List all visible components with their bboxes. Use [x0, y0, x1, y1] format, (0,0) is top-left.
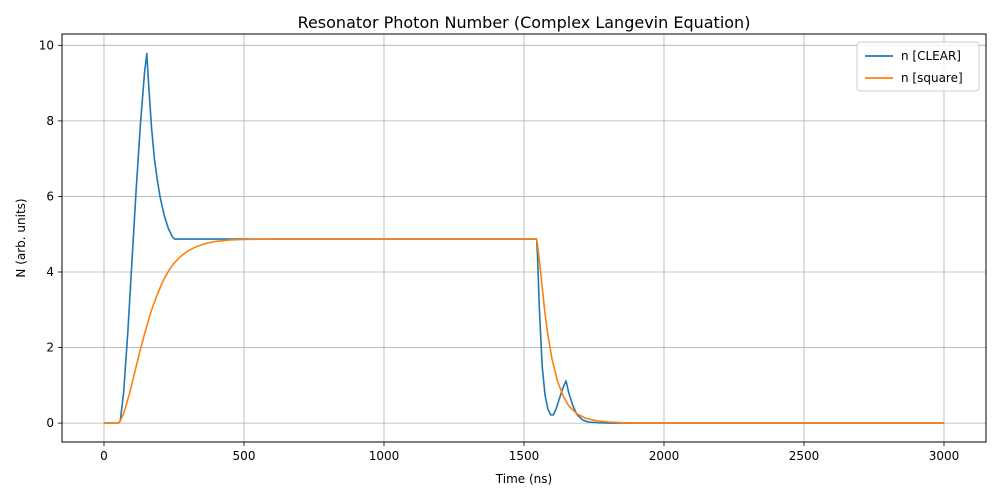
y-tick-label: 6 — [46, 189, 54, 203]
series-layer — [104, 52, 944, 424]
x-tick-label: 2000 — [649, 449, 680, 463]
y-axis-label: N (arb. units) — [14, 198, 28, 277]
legend: n [CLEAR] n [square] — [856, 41, 980, 92]
chart-title: Resonator Photon Number (Complex Langevi… — [298, 13, 751, 32]
legend-label: n [square] — [901, 71, 963, 85]
y-tick-label: 4 — [46, 265, 54, 279]
legend-label: n [CLEAR] — [901, 49, 961, 63]
y-tick-label: 2 — [46, 341, 54, 355]
series-line-square — [104, 238, 944, 424]
y-tick-label: 8 — [46, 114, 54, 128]
x-tick-label: 0 — [100, 449, 108, 463]
ticks: 0 500 1000 1500 2000 2500 3000 0 2 4 6 8 10 — [39, 38, 960, 463]
x-tick-label: 1000 — [369, 449, 400, 463]
x-tick-label: 2500 — [789, 449, 820, 463]
x-tick-label: 500 — [233, 449, 256, 463]
x-tick-label: 3000 — [929, 449, 960, 463]
y-tick-label: 0 — [46, 416, 54, 430]
x-axis-label: Time (ns) — [495, 472, 552, 486]
x-tick-label: 1500 — [509, 449, 540, 463]
y-tick-label: 10 — [39, 38, 54, 52]
